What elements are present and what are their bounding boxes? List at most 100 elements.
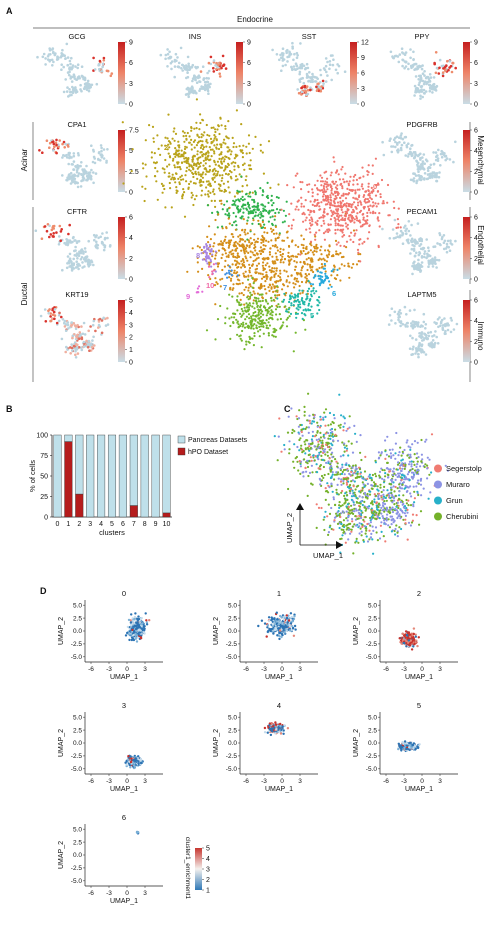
umap-cell-dot — [299, 42, 302, 45]
cluster-cell-dot — [237, 235, 240, 238]
cluster-cell-dot — [223, 203, 226, 206]
cluster-cell-dot — [212, 263, 215, 266]
cluster-cell-dot — [293, 293, 296, 296]
umap-cell-dot — [89, 175, 93, 178]
cluster-cell-dot — [341, 211, 344, 214]
umap-cell-dot — [431, 265, 435, 268]
cluster-cell-dot — [237, 255, 240, 258]
umap-cell-dot — [445, 157, 449, 160]
umap-cell-dot — [67, 153, 71, 156]
cluster-cell-dot — [200, 189, 204, 192]
cluster-cell-dot — [223, 247, 226, 251]
cluster-cell-dot — [339, 224, 342, 227]
x-tick-label: 7 — [132, 521, 136, 528]
cluster-cell-dot — [260, 277, 264, 280]
bar-pancreas-cluster-10 — [162, 434, 171, 514]
cluster-cell-dot — [321, 189, 324, 192]
cluster-cell-dot — [282, 321, 285, 324]
dataset-cell-dot — [319, 418, 323, 421]
dataset-cell-dot — [293, 443, 296, 446]
cluster-cell-dot — [281, 221, 284, 224]
cluster-cell-dot — [235, 199, 238, 202]
cluster-cell-dot — [241, 329, 244, 333]
dataset-cell-dot — [371, 473, 374, 477]
umap-cell-dot — [418, 332, 421, 335]
dataset-cell-dot — [353, 480, 356, 483]
umap-cell-dot — [291, 68, 294, 72]
umap-cell-dot — [102, 248, 106, 252]
colorbar-tick-label: 4 — [474, 318, 478, 325]
umap-cell-dot — [271, 48, 274, 52]
cluster-cell-dot — [334, 180, 338, 183]
dataset-cell-dot — [382, 497, 385, 500]
dataset-cell-dot — [335, 473, 338, 476]
cluster-cell-dot — [201, 267, 204, 270]
cluster-cell-dot — [245, 302, 248, 305]
umap-cell-dot — [306, 66, 310, 70]
cluster-cell-dot — [251, 305, 254, 308]
umap-cell-dot — [76, 352, 80, 355]
umap-cell-dot — [419, 325, 422, 329]
cluster-cell-dot — [239, 298, 242, 301]
umap-cell-dot — [413, 308, 416, 312]
cluster-cell-dot — [247, 239, 250, 242]
cluster-cell-dot — [366, 215, 369, 218]
cluster-cell-dot — [242, 218, 245, 221]
cluster-cell-dot — [220, 161, 223, 165]
dataset-cell-dot — [317, 467, 320, 470]
umap-cell-dot — [423, 92, 426, 95]
cluster-cell-dot — [236, 252, 239, 255]
dataset-cell-dot — [359, 491, 362, 494]
cluster-cell-dot — [208, 182, 211, 185]
umap-cell-dot — [103, 238, 107, 241]
cluster-cell-dot — [224, 127, 227, 130]
cluster-cell-dot — [248, 207, 251, 210]
umap-cell-dot — [442, 247, 446, 251]
colorbar-gradient — [118, 300, 125, 362]
umap-cell-dot — [300, 66, 304, 70]
umap-cell-dot — [72, 267, 75, 270]
dataset-cell-dot — [336, 465, 339, 468]
cluster-cell-dot — [183, 147, 187, 151]
dataset-cell-dot — [302, 449, 305, 453]
cluster-cell-dot — [324, 249, 327, 252]
cluster-cell-dot — [186, 270, 189, 273]
umap-cell-dot — [70, 56, 73, 60]
umap-cell-dot — [437, 175, 441, 179]
cluster-cell-dot — [227, 146, 230, 149]
cluster-label-6: 6 — [332, 289, 336, 298]
cluster-cell-dot — [305, 258, 308, 261]
umap-cell-dot — [74, 325, 78, 328]
umap-cell-dot — [322, 82, 325, 85]
cluster-cell-dot — [360, 185, 363, 188]
cluster-cell-dot — [241, 195, 244, 198]
umap-cell-dot — [71, 64, 75, 67]
cluster-cell-dot — [152, 140, 155, 143]
cluster-cell-dot — [302, 246, 305, 250]
cluster-cell-dot — [315, 268, 318, 271]
colorbar-tick-label: 9 — [247, 40, 251, 47]
umap-cell-dot — [80, 65, 84, 68]
cluster-cell-dot — [363, 207, 366, 210]
cluster-cell-dot — [205, 243, 208, 246]
cluster-cell-dot — [261, 220, 264, 223]
cluster-cell-dot — [318, 301, 321, 304]
dataset-cell-dot — [325, 443, 328, 446]
cluster-cell-dot — [255, 302, 258, 305]
dataset-cell-dot — [330, 442, 333, 445]
cluster-cell-dot — [311, 218, 314, 221]
dataset-cell-dot — [350, 504, 353, 507]
cluster-cell-dot — [381, 202, 384, 205]
cluster-cell-dot — [274, 244, 277, 247]
cluster-cell-dot — [253, 233, 256, 236]
cluster-cell-dot — [249, 250, 252, 253]
cluster-cell-dot — [279, 258, 282, 262]
cluster-cell-dot — [219, 189, 222, 192]
cluster-cell-dot — [187, 157, 190, 160]
cluster-cell-dot — [167, 152, 170, 155]
umap-cell-dot — [446, 59, 449, 63]
umap-cell-dot — [397, 316, 400, 319]
umap-cell-dot — [105, 231, 108, 234]
cluster-cell-dot — [208, 159, 211, 162]
